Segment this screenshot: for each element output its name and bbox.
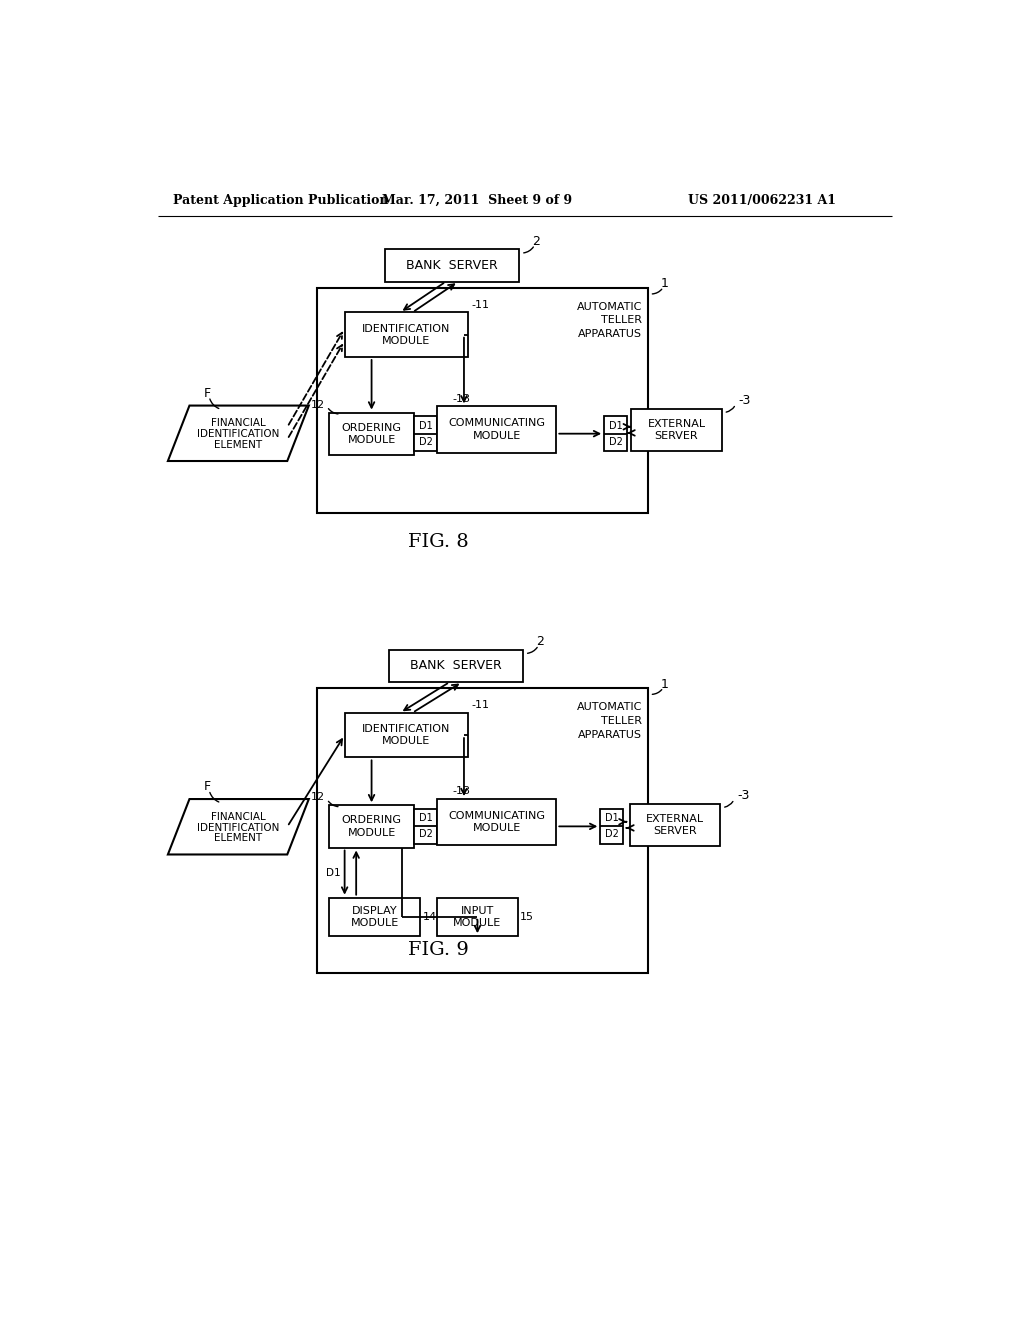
- Text: 1: 1: [662, 677, 669, 690]
- Text: D1: D1: [609, 421, 623, 430]
- Text: D2: D2: [608, 437, 623, 446]
- Bar: [414, 809, 437, 843]
- Text: ORDERING: ORDERING: [342, 422, 401, 433]
- Bar: [604, 416, 628, 451]
- Text: MODULE: MODULE: [382, 737, 430, 746]
- Text: AUTOMATIC: AUTOMATIC: [577, 302, 642, 312]
- Text: -13: -13: [453, 393, 470, 404]
- Bar: [316, 288, 648, 512]
- Text: COMMUNICATING: COMMUNICATING: [449, 418, 545, 428]
- Text: INPUT: INPUT: [461, 906, 494, 916]
- Text: BANK  SERVER: BANK SERVER: [410, 659, 502, 672]
- Text: -11: -11: [472, 700, 489, 710]
- Text: -11: -11: [472, 300, 489, 310]
- Bar: [388, 649, 523, 682]
- Text: TELLER: TELLER: [601, 715, 642, 726]
- Bar: [630, 804, 720, 846]
- Bar: [600, 809, 624, 843]
- Text: 2: 2: [537, 635, 544, 648]
- Text: 1: 1: [662, 277, 669, 290]
- Text: APPARATUS: APPARATUS: [578, 330, 642, 339]
- Text: D1: D1: [419, 813, 432, 824]
- Bar: [330, 898, 420, 936]
- Text: 2: 2: [532, 235, 541, 248]
- Text: COMMUNICATING: COMMUNICATING: [449, 810, 545, 821]
- Bar: [631, 409, 722, 451]
- Text: FIG. 9: FIG. 9: [409, 941, 469, 958]
- Text: MODULE: MODULE: [347, 828, 395, 837]
- Text: D1: D1: [605, 813, 618, 824]
- Polygon shape: [168, 799, 309, 854]
- Text: -13: -13: [453, 787, 470, 796]
- Bar: [437, 799, 556, 845]
- Text: MODULE: MODULE: [347, 434, 395, 445]
- Text: D2: D2: [605, 829, 618, 840]
- Bar: [385, 249, 519, 281]
- Text: -3: -3: [739, 395, 752, 408]
- Text: F: F: [204, 387, 211, 400]
- Text: D1: D1: [326, 867, 340, 878]
- Polygon shape: [168, 405, 309, 461]
- Text: SERVER: SERVER: [654, 432, 698, 441]
- Text: EXTERNAL: EXTERNAL: [647, 418, 706, 429]
- Text: 12: 12: [311, 400, 326, 409]
- Bar: [414, 416, 437, 451]
- Text: 12: 12: [311, 792, 326, 803]
- Text: US 2011/0062231 A1: US 2011/0062231 A1: [688, 194, 836, 207]
- Text: DISPLAY: DISPLAY: [352, 906, 397, 916]
- Text: D1: D1: [419, 421, 432, 430]
- Text: D2: D2: [419, 829, 432, 840]
- Text: Patent Application Publication: Patent Application Publication: [173, 194, 388, 207]
- Text: FINANCIAL: FINANCIAL: [211, 418, 266, 428]
- Bar: [437, 407, 556, 453]
- Text: FIG. 8: FIG. 8: [409, 533, 469, 550]
- Text: MODULE: MODULE: [454, 917, 502, 928]
- Text: BANK  SERVER: BANK SERVER: [407, 259, 498, 272]
- Text: TELLER: TELLER: [601, 315, 642, 326]
- Text: ELEMENT: ELEMENT: [214, 440, 262, 450]
- Bar: [437, 898, 518, 936]
- Text: SERVER: SERVER: [653, 826, 696, 836]
- Text: IDENTIFICATION: IDENTIFICATION: [362, 723, 451, 734]
- Bar: [316, 688, 648, 973]
- Text: 14: 14: [422, 912, 436, 921]
- Text: IDENTIFICATION: IDENTIFICATION: [198, 822, 280, 833]
- Text: IDENTIFICATION: IDENTIFICATION: [198, 429, 280, 440]
- Text: MODULE: MODULE: [382, 335, 430, 346]
- Text: EXTERNAL: EXTERNAL: [646, 813, 705, 824]
- Text: MODULE: MODULE: [350, 917, 398, 928]
- Bar: [330, 412, 414, 455]
- Text: D2: D2: [419, 437, 432, 446]
- Text: 15: 15: [520, 912, 535, 921]
- Text: FINANCIAL: FINANCIAL: [211, 812, 266, 822]
- Bar: [330, 805, 414, 847]
- Bar: [345, 713, 468, 758]
- Text: Mar. 17, 2011  Sheet 9 of 9: Mar. 17, 2011 Sheet 9 of 9: [382, 194, 572, 207]
- Text: IDENTIFICATION: IDENTIFICATION: [362, 323, 451, 334]
- Bar: [345, 313, 468, 358]
- Text: MODULE: MODULE: [472, 824, 521, 833]
- Text: APPARATUS: APPARATUS: [578, 730, 642, 739]
- Text: ELEMENT: ELEMENT: [214, 833, 262, 843]
- Text: MODULE: MODULE: [472, 430, 521, 441]
- Text: -3: -3: [737, 789, 750, 803]
- Text: F: F: [204, 780, 211, 793]
- Text: ORDERING: ORDERING: [342, 816, 401, 825]
- Text: AUTOMATIC: AUTOMATIC: [577, 702, 642, 711]
